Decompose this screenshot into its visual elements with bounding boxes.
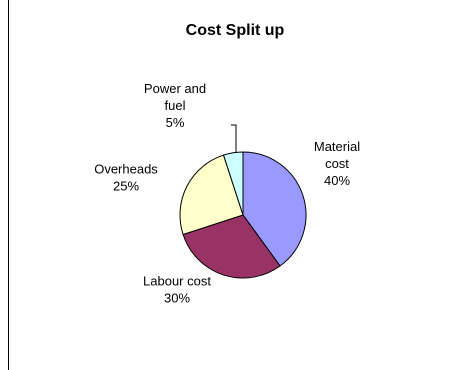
leader-line-power-and-fuel — [231, 124, 237, 152]
pie-slice-power-and-fuel — [222, 151, 244, 216]
slice-label-labour-cost: Labour cost 30% — [143, 274, 211, 306]
pie-slice-material-cost — [242, 151, 307, 267]
chart-title: Cost Split up — [185, 22, 285, 39]
slice-label-material-cost: Material cost 40% — [314, 139, 360, 188]
slice-label-power-and-fuel: Power and fuel 5% — [144, 81, 206, 130]
slice-label-overheads: Overheads 25% — [94, 162, 158, 194]
pie-slice-overheads — [179, 154, 244, 236]
pie-slice-labour-cost — [182, 214, 281, 279]
chart-area — [8, 0, 470, 370]
